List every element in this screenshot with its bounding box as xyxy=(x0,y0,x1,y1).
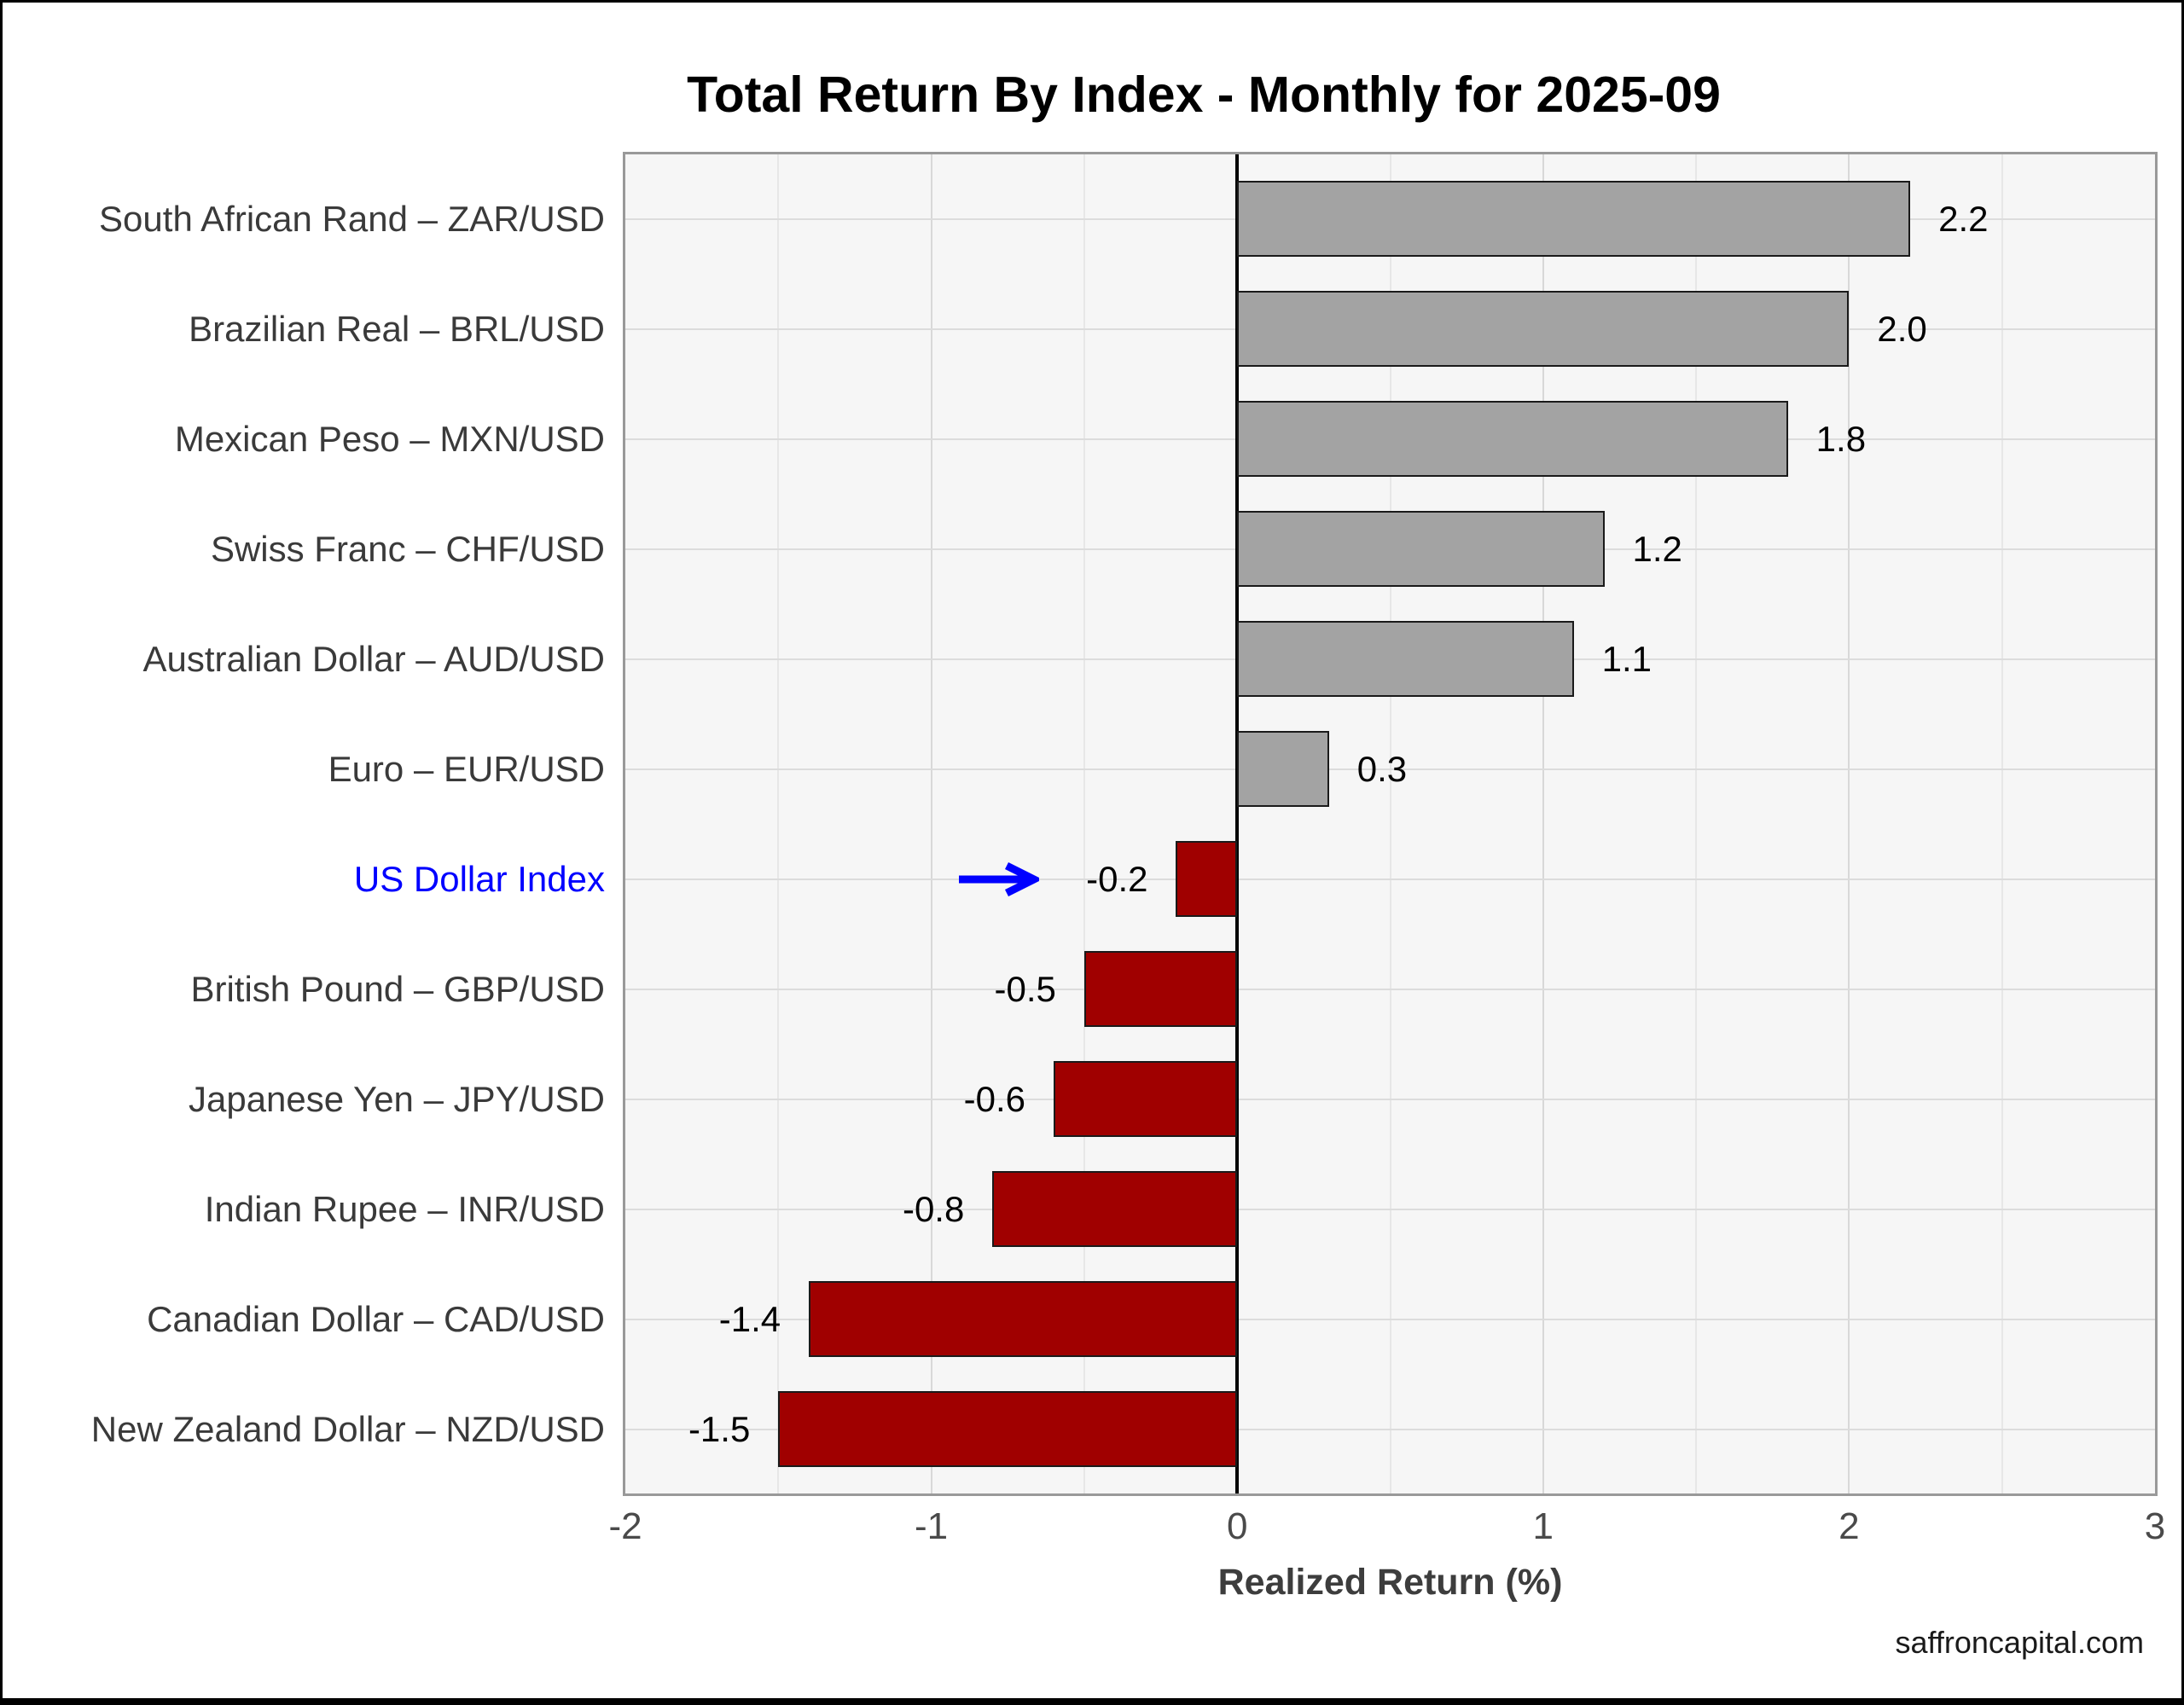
bar-row: -0.2 xyxy=(625,824,2155,934)
category-label: British Pound – GBP/USD xyxy=(190,968,605,1009)
h-gridline xyxy=(625,1208,2155,1210)
bar-row: 2.0 xyxy=(625,274,2155,384)
category-label: Brazilian Real – BRL/USD xyxy=(189,308,605,349)
v-gridline-minor xyxy=(1083,154,1085,1493)
category-label: Canadian Dollar – CAD/USD xyxy=(147,1298,605,1339)
value-label: 1.8 xyxy=(1815,418,1867,459)
value-label: -0.8 xyxy=(902,1188,965,1229)
bar xyxy=(1237,731,1329,807)
bar xyxy=(1237,621,1574,697)
h-gridline xyxy=(625,768,2155,770)
category-label: Euro – EUR/USD xyxy=(328,748,605,789)
h-gridline xyxy=(625,1428,2155,1430)
v-gridline xyxy=(1848,154,1850,1493)
value-label: -1.4 xyxy=(718,1298,781,1339)
bar-row: -1.5 xyxy=(625,1374,2155,1484)
x-tick-label: 3 xyxy=(2144,1505,2166,1547)
chart-title: Total Return By Index - Monthly for 2025… xyxy=(687,67,1721,123)
bar-row: 0.3 xyxy=(625,714,2155,824)
h-gridline xyxy=(625,1318,2155,1320)
value-label: 2.0 xyxy=(1877,308,1927,349)
v-gridline-minor xyxy=(1695,154,1698,1493)
value-label: -1.5 xyxy=(688,1408,751,1449)
bar xyxy=(809,1281,1238,1357)
category-label: Japanese Yen – JPY/USD xyxy=(188,1078,605,1119)
category-label: Swiss Franc – CHF/USD xyxy=(210,528,605,569)
zero-line xyxy=(1235,154,1240,1493)
bar-row: -0.5 xyxy=(625,934,2155,1044)
category-label: Mexican Peso – MXN/USD xyxy=(174,418,605,459)
v-gridline xyxy=(1542,154,1544,1493)
x-tick-label: -1 xyxy=(915,1505,949,1547)
bar xyxy=(992,1171,1238,1247)
bar-row: -1.4 xyxy=(625,1264,2155,1374)
bar-row: 1.8 xyxy=(625,384,2155,494)
x-axis-ticks: -2 -1 0 1 2 3 xyxy=(608,1505,2165,1557)
watermark-link[interactable]: saffroncapital.com xyxy=(1895,1625,2144,1660)
plot-area: 2.2 2.0 1.8 1.2 1.1 0.3 -0.2 -0.5 -0.6 -0.8 -1.4 -1… xyxy=(623,152,2158,1496)
h-gridline xyxy=(625,1098,2155,1100)
bar xyxy=(1176,841,1238,917)
value-label: 1.1 xyxy=(1601,638,1653,679)
value-label: -0.5 xyxy=(994,968,1056,1009)
bar-row: 1.2 xyxy=(625,494,2155,604)
bar xyxy=(778,1391,1238,1467)
bar xyxy=(1237,181,1911,257)
highlight-arrow-icon xyxy=(959,861,1040,896)
h-gridline xyxy=(625,988,2155,990)
value-label: -0.6 xyxy=(963,1078,1026,1119)
bar xyxy=(1054,1061,1238,1137)
category-label: Indian Rupee – INR/USD xyxy=(204,1188,605,1229)
v-gridline-minor xyxy=(1389,154,1391,1493)
bar xyxy=(1237,511,1605,587)
value-label: 0.3 xyxy=(1356,748,1408,789)
category-label: Australian Dollar – AUD/USD xyxy=(142,638,605,679)
bar xyxy=(1237,401,1788,477)
value-label: 1.2 xyxy=(1632,528,1682,569)
x-tick-label: 0 xyxy=(1226,1505,1248,1547)
category-label: New Zealand Dollar – NZD/USD xyxy=(90,1408,605,1449)
bar-row: 2.2 xyxy=(625,164,2155,274)
x-tick-label: 2 xyxy=(1838,1505,1860,1547)
category-label: US Dollar Index xyxy=(353,858,605,899)
bar xyxy=(1083,951,1238,1027)
x-axis-title: Realized Return (%) xyxy=(1217,1562,1563,1603)
v-gridline xyxy=(930,154,932,1493)
bar xyxy=(1237,291,1850,367)
bar-row: 1.1 xyxy=(625,604,2155,714)
bar-row: -0.6 xyxy=(625,1044,2155,1154)
category-label: South African Rand – ZAR/USD xyxy=(99,198,605,239)
v-gridline-minor xyxy=(2001,154,2003,1493)
x-tick-label: -2 xyxy=(608,1505,642,1547)
value-label: 2.2 xyxy=(1938,198,1989,239)
h-gridline xyxy=(625,878,2155,880)
value-label: -0.2 xyxy=(1086,858,1148,899)
v-gridline-minor xyxy=(777,154,780,1493)
x-tick-label: 1 xyxy=(1532,1505,1554,1547)
bar-row: -0.8 xyxy=(625,1154,2155,1264)
